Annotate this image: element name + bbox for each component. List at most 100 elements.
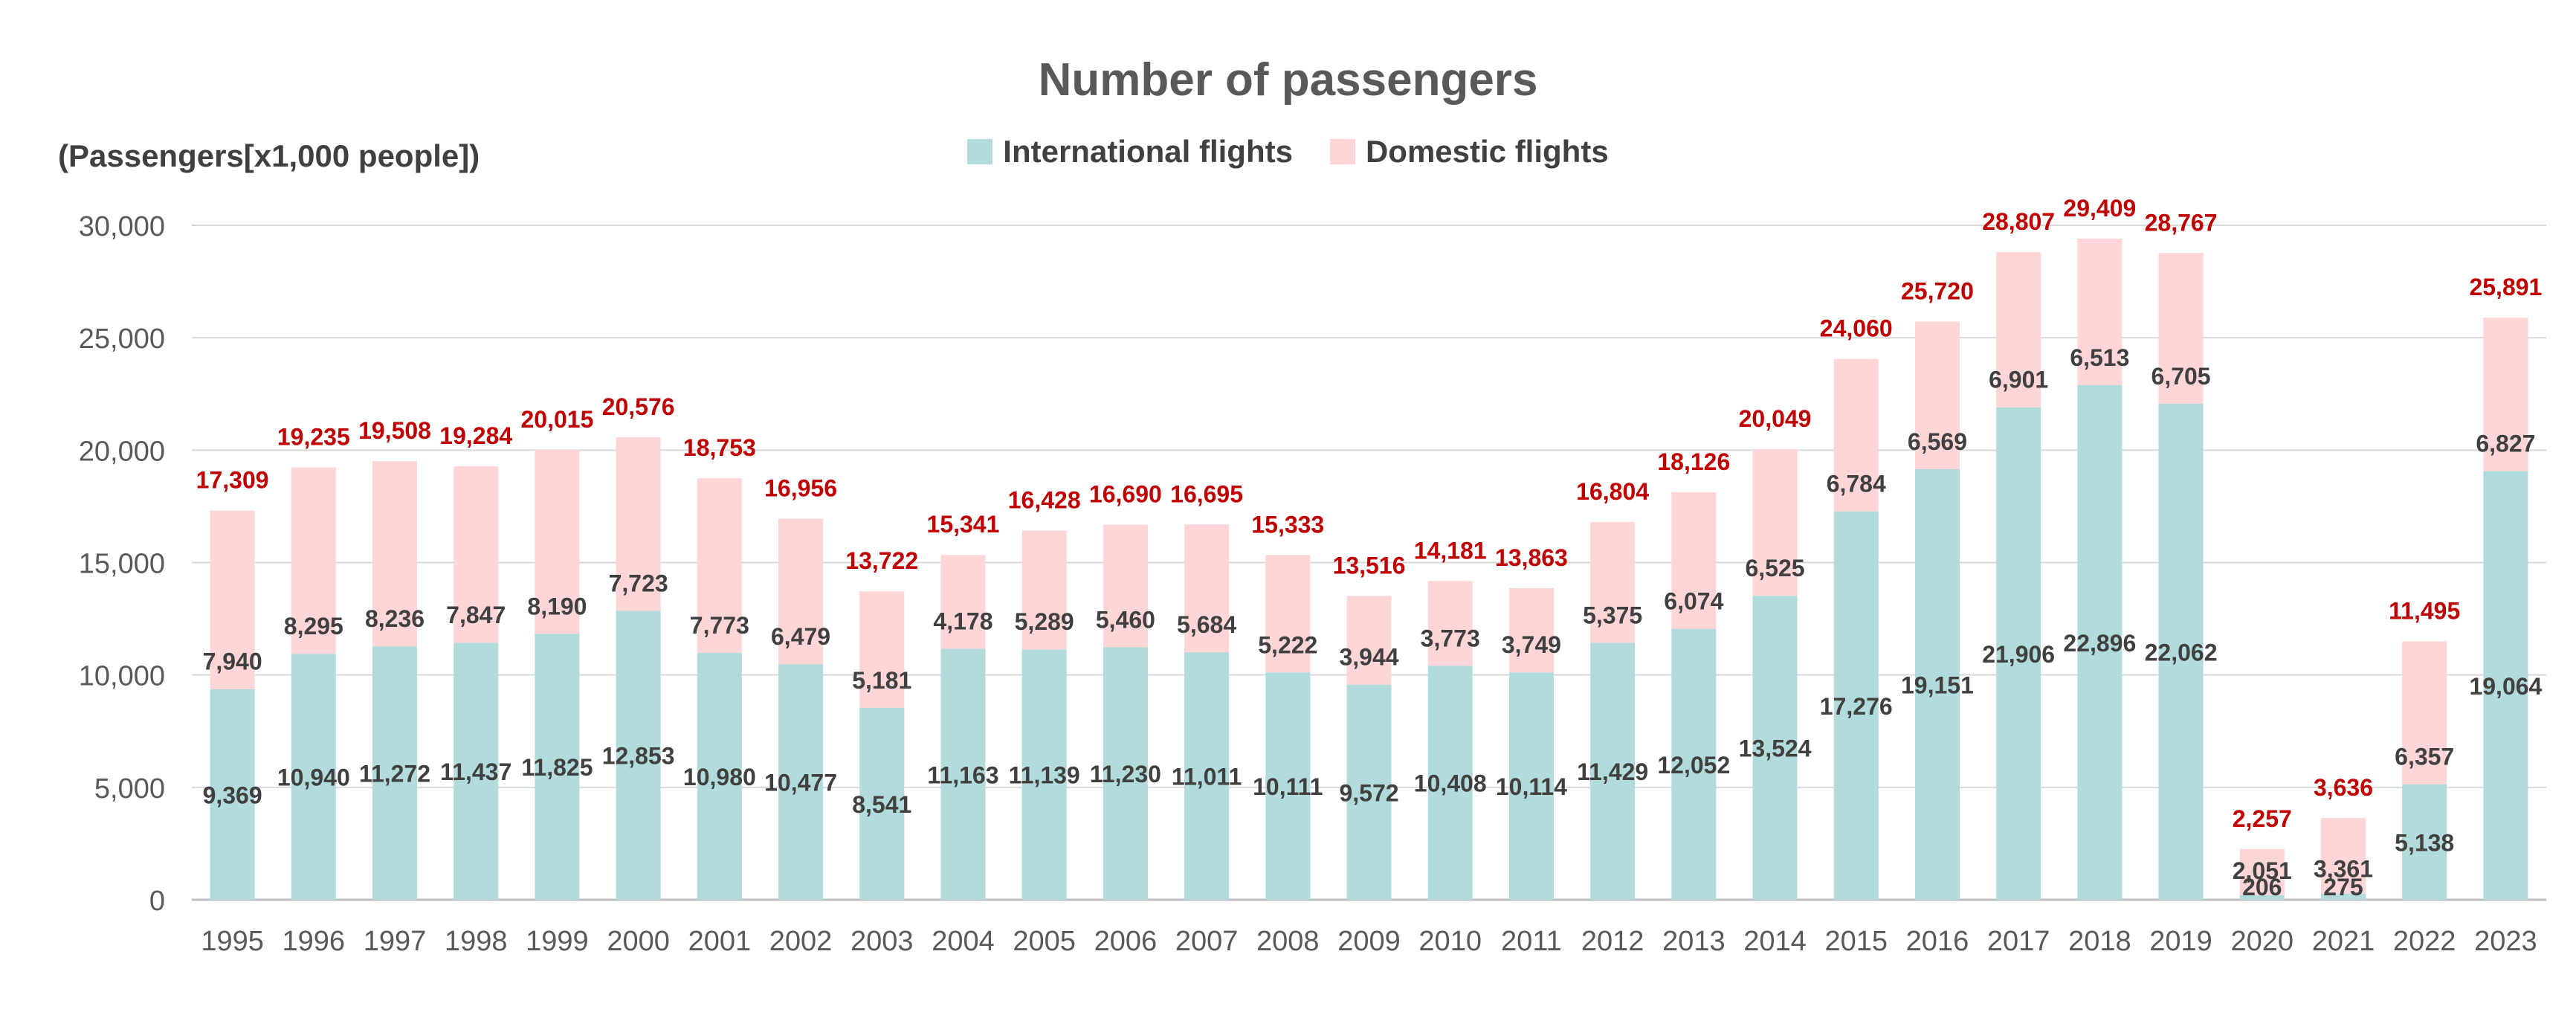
bar-international <box>453 642 499 900</box>
x-tick-label: 2012 <box>1581 926 1644 957</box>
bar-international <box>291 654 336 900</box>
bar-international <box>1833 511 1879 900</box>
bar-domestic <box>1671 492 1717 629</box>
data-label-domestic: 3,361 <box>2314 856 2373 883</box>
bar-international <box>859 707 905 900</box>
bar-international <box>1103 647 1148 900</box>
data-label-international: 19,064 <box>2469 673 2542 700</box>
x-tick-label: 2008 <box>1256 926 1320 957</box>
data-label-international: 22,062 <box>2145 639 2218 666</box>
x-tick-label: 2007 <box>1175 926 1239 957</box>
y-tick-label: 25,000 <box>79 323 165 355</box>
legend-swatch-domestic <box>1329 139 1355 164</box>
x-tick-label: 2019 <box>2149 926 2212 957</box>
data-label-international: 8,541 <box>852 791 911 818</box>
data-label-domestic: 7,723 <box>609 570 668 596</box>
data-label-domestic: 5,684 <box>1177 611 1236 638</box>
bar-international <box>1184 652 1230 900</box>
data-label-domestic: 2,051 <box>2233 857 2292 884</box>
bar-domestic <box>859 591 905 708</box>
bar-domestic <box>2320 818 2366 894</box>
bar-international <box>2077 384 2123 900</box>
bar-domestic <box>453 465 499 643</box>
bar-international <box>210 689 255 900</box>
data-label-international: 10,408 <box>1414 770 1487 797</box>
x-tick-label: 2006 <box>1094 926 1158 957</box>
bar-domestic <box>1265 555 1311 673</box>
x-tick-label: 2004 <box>932 926 995 957</box>
x-tick-label: 2001 <box>688 926 752 957</box>
data-label-international: 22,896 <box>2063 630 2136 657</box>
y-tick-label: 30,000 <box>79 211 165 242</box>
bar-domestic <box>697 478 742 654</box>
y-tick-label: 0 <box>149 886 165 917</box>
y-axis-unit-label: (Passengers[x1,000 people]) <box>58 138 480 173</box>
x-tick-label: 2000 <box>607 926 670 957</box>
bar-international <box>2239 895 2285 900</box>
bar-international <box>1914 469 1960 900</box>
data-label-domestic: 8,236 <box>365 605 425 632</box>
data-label-domestic: 6,074 <box>1664 588 1723 615</box>
data-label-international: 10,114 <box>1496 773 1567 800</box>
x-tick-label: 2015 <box>1824 926 1888 957</box>
bar-international <box>616 611 661 900</box>
data-label-total: 18,126 <box>1657 448 1730 475</box>
bar-domestic <box>1590 521 1636 643</box>
data-label-total: 19,508 <box>358 417 431 444</box>
legend-label-international: International flights <box>1003 134 1293 169</box>
data-label-domestic: 3,773 <box>1421 625 1480 651</box>
bar-international <box>1346 684 1392 900</box>
data-label-domestic: 5,289 <box>1015 608 1074 635</box>
bar-international <box>1427 666 1473 900</box>
x-tick-label: 2011 <box>1501 926 1562 957</box>
data-label-domestic: 3,749 <box>1502 631 1561 658</box>
legend-swatch-international <box>967 139 993 164</box>
x-tick-label: 2009 <box>1337 926 1401 957</box>
x-tick-label: 2010 <box>1418 926 1482 957</box>
bar-international <box>1265 672 1311 900</box>
data-label-international: 11,230 <box>1090 761 1161 787</box>
data-label-domestic: 6,513 <box>2070 344 2129 371</box>
data-label-total: 15,341 <box>927 511 1000 538</box>
data-label-total: 3,636 <box>2314 774 2373 801</box>
x-tick-label: 2023 <box>2474 926 2537 957</box>
data-label-international: 17,276 <box>1820 693 1893 720</box>
data-label-total: 16,956 <box>764 474 837 501</box>
data-label-total: 18,753 <box>683 434 756 461</box>
x-tick-label: 2013 <box>1662 926 1726 957</box>
data-label-international: 19,151 <box>1901 672 1974 699</box>
data-label-international: 11,272 <box>359 761 430 787</box>
data-label-domestic: 5,460 <box>1096 606 1155 633</box>
data-label-international: 5,138 <box>2395 829 2454 856</box>
bar-international <box>2320 893 2366 900</box>
x-tick-label: 2020 <box>2231 926 2294 957</box>
data-label-domestic: 6,357 <box>2395 744 2454 770</box>
bar-domestic <box>2402 641 2447 785</box>
bar-domestic <box>940 555 986 649</box>
bar-international <box>2483 471 2528 900</box>
y-tick-label: 15,000 <box>79 549 165 580</box>
data-label-total: 20,576 <box>602 393 675 420</box>
x-tick-label: 2005 <box>1013 926 1076 957</box>
data-label-international: 10,980 <box>683 764 756 790</box>
data-label-international: 10,940 <box>277 764 350 791</box>
bar-domestic <box>1996 252 2041 407</box>
bar-domestic <box>1021 530 1067 650</box>
bar-international <box>2158 403 2204 900</box>
data-label-domestic: 7,847 <box>446 602 506 628</box>
data-label-international: 11,429 <box>1577 758 1648 785</box>
x-tick-label: 1997 <box>364 926 427 957</box>
bar-domestic <box>372 461 418 647</box>
data-label-domestic: 6,901 <box>1989 367 2048 393</box>
data-label-total: 13,516 <box>1333 552 1406 579</box>
bar-international <box>1590 642 1636 900</box>
data-label-domestic: 5,181 <box>852 667 911 694</box>
bar-international <box>697 653 742 900</box>
bar-domestic <box>2239 848 2285 895</box>
x-tick-label: 2017 <box>1987 926 2050 957</box>
data-label-domestic: 3,944 <box>1339 644 1398 671</box>
data-label-international: 11,437 <box>440 758 511 785</box>
bar-domestic <box>2077 238 2123 385</box>
y-tick-label: 10,000 <box>79 661 165 692</box>
